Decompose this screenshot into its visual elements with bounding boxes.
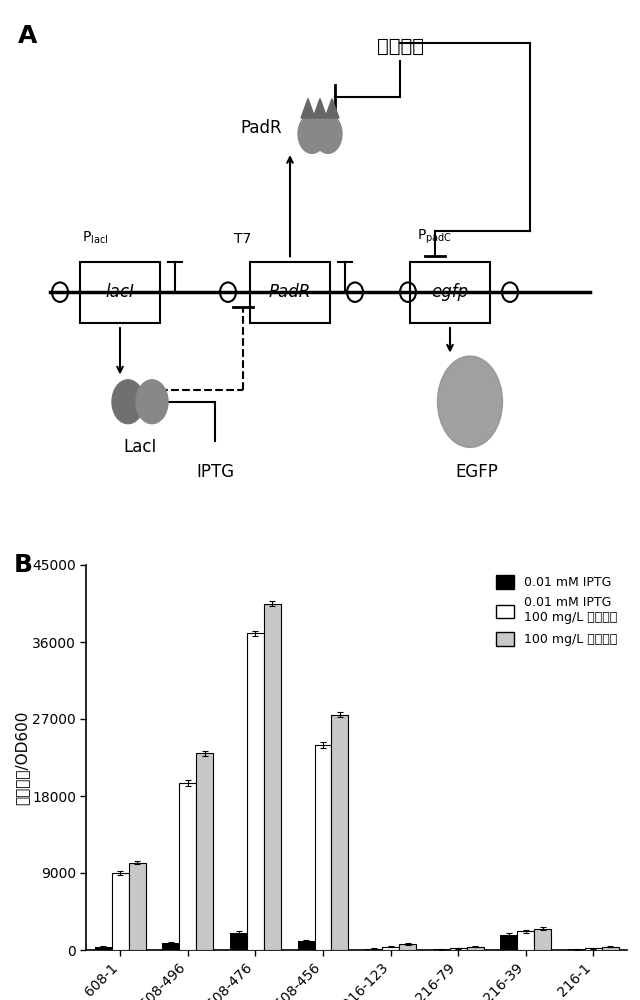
Text: LacI: LacI [124, 438, 157, 456]
Ellipse shape [298, 114, 326, 153]
Bar [500, 935, 517, 950]
Bar [399, 944, 416, 950]
Text: PadR: PadR [241, 119, 282, 137]
Polygon shape [325, 99, 339, 118]
Ellipse shape [136, 380, 168, 424]
FancyBboxPatch shape [250, 262, 330, 323]
Text: T7: T7 [234, 232, 252, 246]
Bar [112, 873, 129, 950]
Polygon shape [313, 99, 327, 118]
Bar [298, 941, 314, 950]
Text: B: B [13, 553, 33, 577]
Bar [534, 929, 551, 950]
Bar [247, 633, 264, 950]
Legend: 0.01 mM IPTG, 0.01 mM IPTG
100 mg/L 对香豆酸, 100 mg/L 对香豆酸: 0.01 mM IPTG, 0.01 mM IPTG 100 mg/L 对香豆酸… [493, 571, 621, 650]
Ellipse shape [112, 380, 144, 424]
Bar [382, 947, 399, 950]
Ellipse shape [438, 356, 502, 447]
Text: P$_{\mathregular{padC}}$: P$_{\mathregular{padC}}$ [417, 228, 452, 246]
Bar [517, 931, 534, 950]
Bar [230, 933, 247, 950]
Text: lacI: lacI [106, 283, 134, 301]
Polygon shape [301, 99, 315, 118]
Text: 对香豆酸: 对香豆酸 [376, 37, 424, 56]
Bar [602, 947, 619, 950]
Ellipse shape [314, 114, 342, 153]
Text: PadR: PadR [269, 283, 311, 301]
Text: egfp: egfp [431, 283, 468, 301]
FancyBboxPatch shape [410, 262, 490, 323]
Text: EGFP: EGFP [455, 463, 498, 481]
Text: IPTG: IPTG [196, 463, 234, 481]
Bar [163, 943, 179, 950]
Bar [264, 603, 281, 950]
Text: P$_{\mathregular{lacI}}$: P$_{\mathregular{lacI}}$ [82, 230, 108, 246]
Y-axis label: 荧光强度/OD600: 荧光强度/OD600 [14, 710, 29, 805]
Bar [314, 745, 332, 950]
Bar [95, 947, 112, 950]
Bar [179, 783, 196, 950]
Bar [467, 947, 484, 950]
Bar [129, 863, 145, 950]
Bar [585, 948, 602, 950]
Text: A: A [18, 24, 37, 48]
Bar [196, 753, 213, 950]
FancyBboxPatch shape [80, 262, 160, 323]
Bar [365, 949, 382, 950]
Bar [332, 715, 348, 950]
Bar [450, 948, 467, 950]
